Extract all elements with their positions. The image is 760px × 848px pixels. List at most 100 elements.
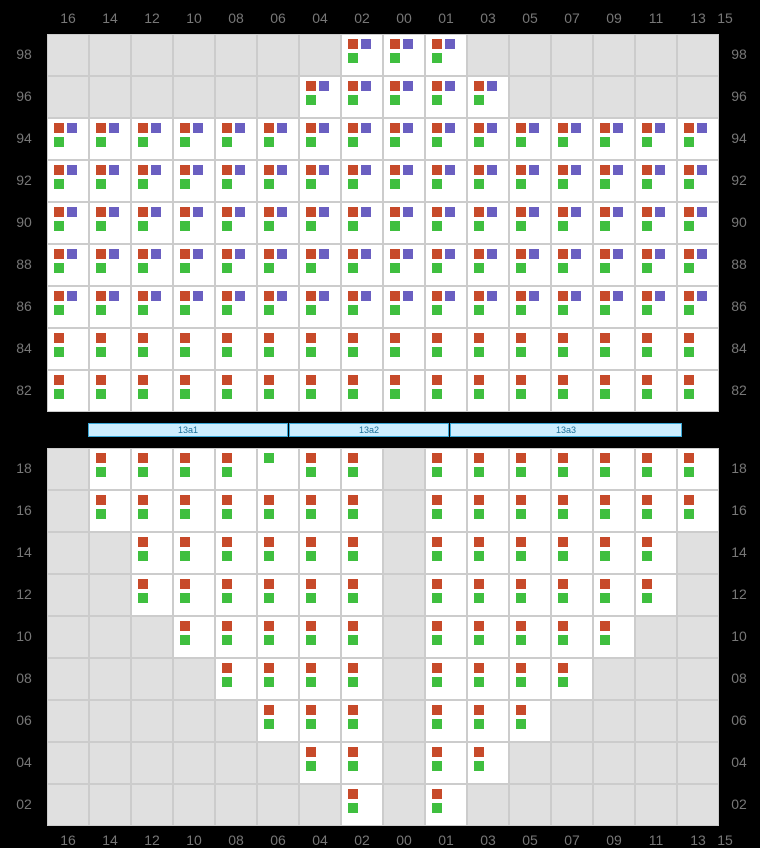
- rack-cell[interactable]: [635, 574, 677, 616]
- rack-cell[interactable]: [551, 202, 593, 244]
- rack-cell[interactable]: [551, 616, 593, 658]
- rack-cell[interactable]: [509, 202, 551, 244]
- rack-cell[interactable]: [341, 448, 383, 490]
- rack-cell[interactable]: [131, 328, 173, 370]
- rack-cell[interactable]: [215, 202, 257, 244]
- rack-cell[interactable]: [467, 490, 509, 532]
- rack-cell[interactable]: [257, 118, 299, 160]
- rack-cell[interactable]: [467, 118, 509, 160]
- rack-cell[interactable]: [47, 160, 89, 202]
- rack-cell[interactable]: [425, 700, 467, 742]
- rack-cell[interactable]: [677, 118, 719, 160]
- rack-cell[interactable]: [341, 616, 383, 658]
- rack-cell[interactable]: [131, 448, 173, 490]
- rack-cell[interactable]: [425, 532, 467, 574]
- rack-cell[interactable]: [257, 448, 299, 490]
- rack-cell[interactable]: [677, 160, 719, 202]
- rack-cell[interactable]: [677, 448, 719, 490]
- rack-cell[interactable]: [299, 328, 341, 370]
- rack-cell[interactable]: [215, 370, 257, 412]
- rack-cell[interactable]: [383, 76, 425, 118]
- rack-cell[interactable]: [341, 160, 383, 202]
- rack-cell[interactable]: [47, 244, 89, 286]
- rack-cell[interactable]: [509, 532, 551, 574]
- rack-cell[interactable]: [551, 286, 593, 328]
- rack-cell[interactable]: [257, 286, 299, 328]
- rack-cell[interactable]: [551, 328, 593, 370]
- rack-cell[interactable]: [425, 34, 467, 76]
- rack-cell[interactable]: [341, 286, 383, 328]
- rack-cell[interactable]: [173, 328, 215, 370]
- rack-cell[interactable]: [215, 328, 257, 370]
- rack-cell[interactable]: [341, 244, 383, 286]
- rack-cell[interactable]: [215, 160, 257, 202]
- rack-cell[interactable]: [173, 448, 215, 490]
- rack-cell[interactable]: [173, 202, 215, 244]
- rack-cell[interactable]: [47, 328, 89, 370]
- rack-cell[interactable]: [89, 118, 131, 160]
- rack-cell[interactable]: [635, 532, 677, 574]
- rack-cell[interactable]: [509, 328, 551, 370]
- rack-cell[interactable]: [383, 244, 425, 286]
- aisle-bar[interactable]: 13a2: [289, 423, 449, 437]
- rack-cell[interactable]: [89, 286, 131, 328]
- rack-cell[interactable]: [425, 328, 467, 370]
- rack-cell[interactable]: [215, 574, 257, 616]
- rack-cell[interactable]: [383, 286, 425, 328]
- rack-cell[interactable]: [173, 616, 215, 658]
- rack-cell[interactable]: [635, 160, 677, 202]
- rack-cell[interactable]: [551, 490, 593, 532]
- rack-cell[interactable]: [215, 490, 257, 532]
- rack-cell[interactable]: [299, 118, 341, 160]
- rack-cell[interactable]: [551, 574, 593, 616]
- rack-cell[interactable]: [131, 160, 173, 202]
- rack-cell[interactable]: [215, 616, 257, 658]
- rack-cell[interactable]: [257, 616, 299, 658]
- rack-cell[interactable]: [89, 448, 131, 490]
- rack-cell[interactable]: [215, 286, 257, 328]
- rack-cell[interactable]: [341, 532, 383, 574]
- rack-cell[interactable]: [425, 448, 467, 490]
- rack-cell[interactable]: [467, 328, 509, 370]
- rack-cell[interactable]: [173, 532, 215, 574]
- rack-cell[interactable]: [341, 76, 383, 118]
- rack-cell[interactable]: [173, 490, 215, 532]
- rack-cell[interactable]: [173, 370, 215, 412]
- rack-cell[interactable]: [299, 616, 341, 658]
- rack-cell[interactable]: [131, 202, 173, 244]
- rack-cell[interactable]: [257, 532, 299, 574]
- rack-cell[interactable]: [173, 286, 215, 328]
- rack-cell[interactable]: [341, 202, 383, 244]
- rack-cell[interactable]: [299, 490, 341, 532]
- rack-cell[interactable]: [635, 328, 677, 370]
- rack-cell[interactable]: [509, 244, 551, 286]
- rack-cell[interactable]: [509, 160, 551, 202]
- rack-cell[interactable]: [131, 490, 173, 532]
- aisle-bar[interactable]: 13a1: [88, 423, 288, 437]
- rack-cell[interactable]: [593, 160, 635, 202]
- rack-cell[interactable]: [677, 202, 719, 244]
- rack-cell[interactable]: [425, 490, 467, 532]
- rack-cell[interactable]: [215, 244, 257, 286]
- rack-cell[interactable]: [593, 286, 635, 328]
- rack-cell[interactable]: [173, 574, 215, 616]
- rack-cell[interactable]: [173, 160, 215, 202]
- rack-cell[interactable]: [425, 658, 467, 700]
- rack-cell[interactable]: [593, 202, 635, 244]
- rack-cell[interactable]: [89, 490, 131, 532]
- rack-cell[interactable]: [635, 118, 677, 160]
- rack-cell[interactable]: [257, 202, 299, 244]
- rack-cell[interactable]: [257, 370, 299, 412]
- rack-cell[interactable]: [383, 34, 425, 76]
- rack-cell[interactable]: [551, 532, 593, 574]
- rack-cell[interactable]: [215, 532, 257, 574]
- rack-cell[interactable]: [551, 244, 593, 286]
- rack-cell[interactable]: [89, 328, 131, 370]
- rack-cell[interactable]: [425, 160, 467, 202]
- rack-cell[interactable]: [383, 118, 425, 160]
- rack-cell[interactable]: [47, 370, 89, 412]
- rack-cell[interactable]: [551, 118, 593, 160]
- rack-cell[interactable]: [467, 574, 509, 616]
- rack-cell[interactable]: [551, 370, 593, 412]
- rack-cell[interactable]: [593, 532, 635, 574]
